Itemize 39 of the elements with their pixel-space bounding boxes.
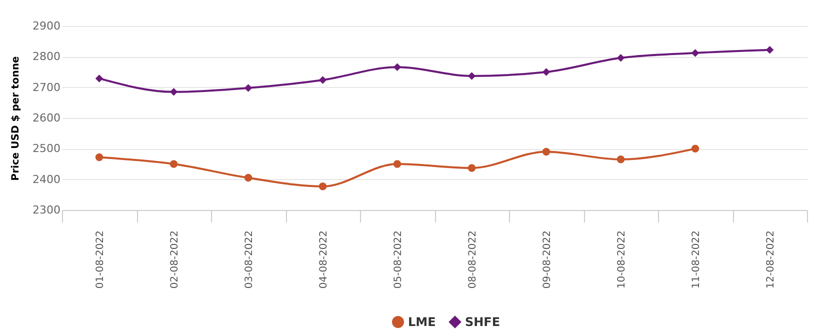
y-tick-label: 2400 bbox=[32, 172, 60, 186]
x-tick-label: 02-08-2022 bbox=[169, 230, 180, 289]
x-tick-label: 04-08-2022 bbox=[318, 230, 330, 289]
x-tick-label: 10-08-2022 bbox=[616, 230, 628, 289]
point bbox=[95, 153, 104, 162]
point bbox=[170, 88, 178, 96]
x-tick-label: 01-08-2022 bbox=[94, 230, 106, 289]
point bbox=[244, 84, 252, 92]
point bbox=[616, 156, 625, 164]
y-tick-label: 2800 bbox=[32, 50, 60, 64]
y-tick-label: 2900 bbox=[32, 20, 60, 32]
point bbox=[393, 63, 402, 71]
y-axis-title: Price USD $ per tonne bbox=[10, 56, 22, 181]
point bbox=[691, 144, 700, 153]
x-tick-label: 12-08-2022 bbox=[765, 230, 776, 289]
x-tick-label: 11-08-2022 bbox=[690, 230, 702, 289]
y-tick-label: 2600 bbox=[32, 112, 60, 124]
x-tick-label: 08-08-2022 bbox=[467, 230, 478, 289]
point bbox=[170, 160, 178, 168]
point bbox=[318, 182, 327, 190]
point bbox=[542, 68, 550, 76]
point bbox=[318, 76, 327, 84]
point bbox=[542, 148, 550, 156]
point bbox=[468, 164, 476, 172]
point bbox=[393, 160, 402, 168]
point bbox=[766, 46, 774, 54]
point bbox=[244, 174, 252, 182]
y-tick-label: 2300 bbox=[32, 204, 60, 216]
point bbox=[691, 49, 700, 57]
point bbox=[95, 74, 104, 82]
x-tick-label: 03-08-2022 bbox=[244, 230, 255, 289]
x-tick-label: 05-08-2022 bbox=[392, 230, 404, 289]
legend-label: LME bbox=[408, 315, 436, 329]
y-tick-label: 2500 bbox=[32, 142, 60, 156]
point bbox=[616, 54, 625, 62]
point bbox=[468, 72, 476, 80]
y-tick-label: 2700 bbox=[32, 80, 60, 94]
x-tick-label: 09-08-2022 bbox=[542, 230, 553, 289]
legend-label: SHFE bbox=[465, 315, 500, 329]
